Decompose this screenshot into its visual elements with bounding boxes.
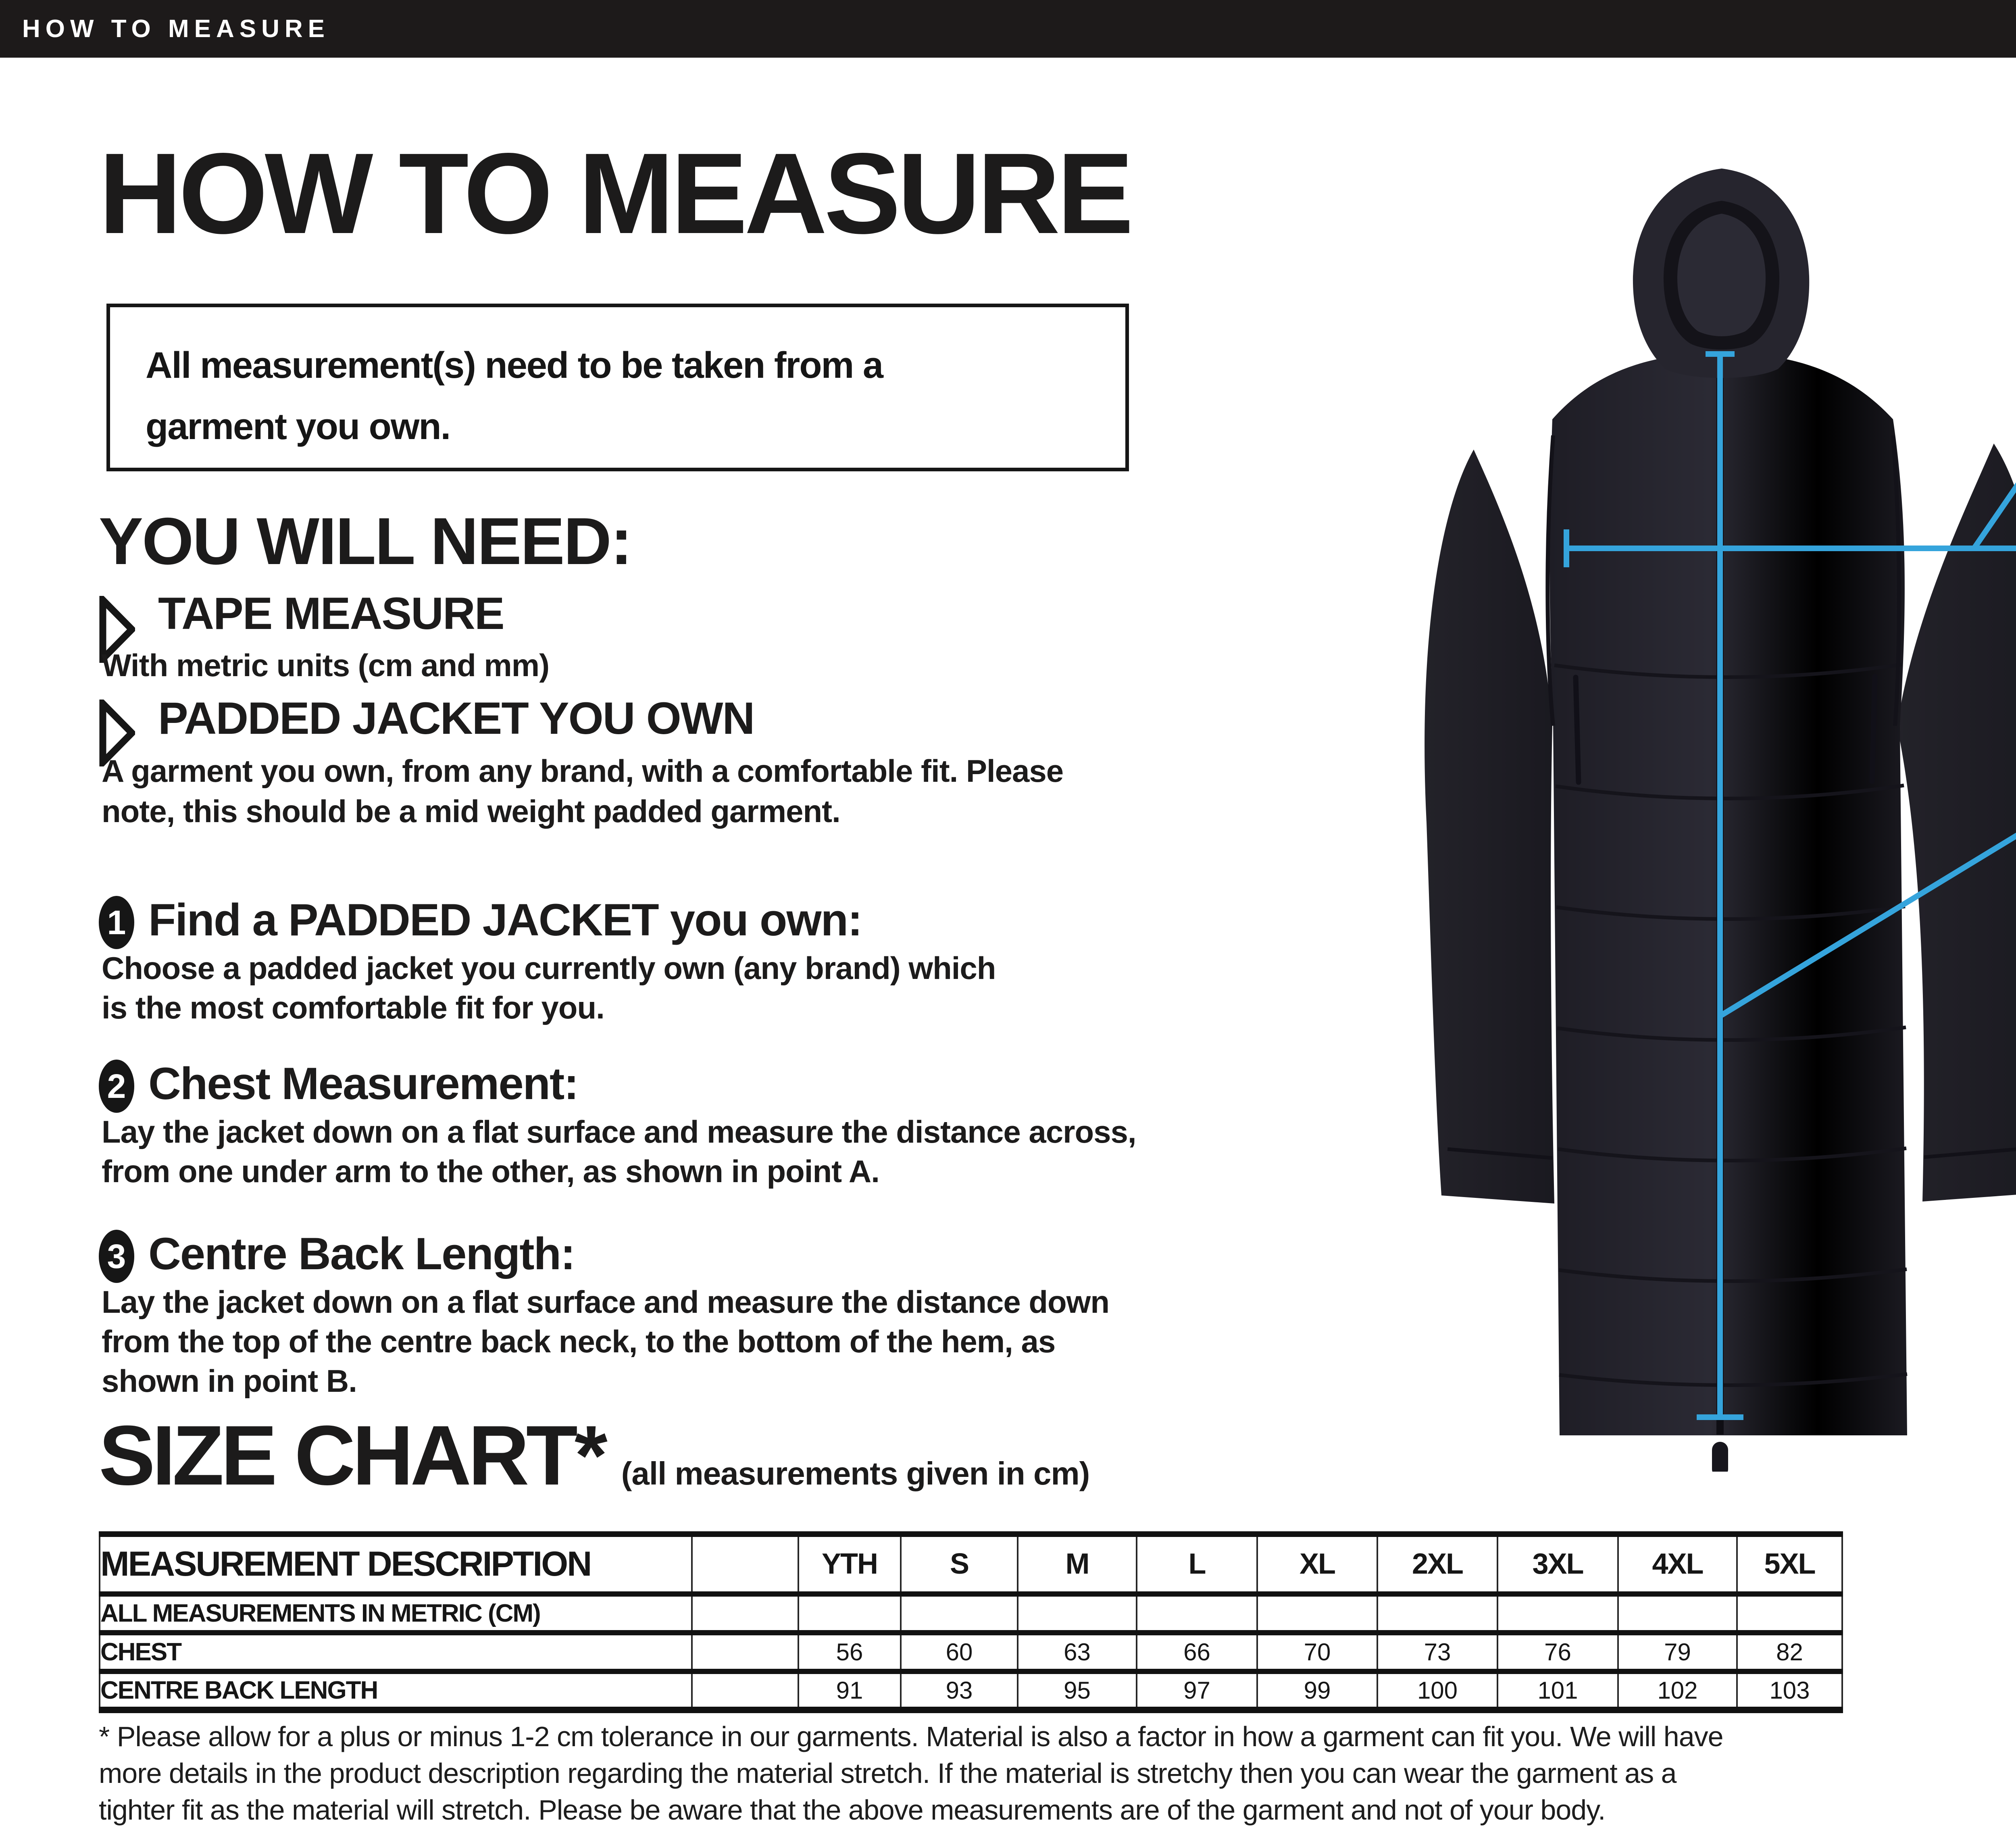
table-row: CENTRE BACK LENGTH 91 93 95 97 99 100 10… — [99, 1671, 1843, 1710]
column-header: 2XL — [1377, 1534, 1498, 1594]
column-header: MEASUREMENT DESCRIPTION — [99, 1534, 693, 1594]
cell: 63 — [1017, 1633, 1137, 1671]
step-3-title: Centre Back Length: — [148, 1229, 575, 1279]
cell: 95 — [1017, 1671, 1137, 1710]
column-header: YTH — [798, 1534, 902, 1594]
cell: 60 — [900, 1633, 1018, 1671]
cell: 56 — [798, 1633, 902, 1671]
cell: 91 — [798, 1671, 902, 1710]
cell — [1497, 1594, 1619, 1633]
cell: 79 — [1617, 1633, 1738, 1671]
row-label: CENTRE BACK LENGTH — [99, 1671, 693, 1710]
cell — [1017, 1594, 1137, 1633]
cell: 70 — [1256, 1633, 1378, 1671]
cell — [1617, 1594, 1738, 1633]
empty-cell — [691, 1671, 799, 1710]
cell — [1377, 1594, 1498, 1633]
step-number: 3 — [107, 1237, 126, 1275]
you-will-need-title: YOU WILL NEED: — [99, 504, 633, 578]
row-label: CHEST — [99, 1633, 693, 1671]
need-item-desc: With metric units (cm and mm) — [102, 648, 550, 683]
step-body-line: from one under arm to the other, as show… — [102, 1154, 880, 1189]
footnote-line: tighter fit as the material will stretch… — [99, 1794, 1606, 1826]
step-body-line: from the top of the centre back neck, to… — [102, 1324, 1056, 1359]
step-1-title: Find a PADDED JACKET you own: — [148, 895, 862, 945]
need-item-desc-line: A garment you own, from any brand, with … — [102, 753, 1064, 789]
jacket-diagram: A B — [1371, 153, 2016, 1477]
triangle-bullet-icon — [99, 700, 135, 766]
notice-box: All measurement(s) need to be taken from… — [106, 304, 1129, 471]
step-3-body: Lay the jacket down on a flat surface an… — [102, 1282, 1110, 1401]
empty-cell — [691, 1594, 799, 1633]
cell: 102 — [1617, 1671, 1738, 1710]
step-2-title: Chest Measurement: — [148, 1058, 579, 1109]
cell: 103 — [1736, 1671, 1843, 1710]
triangle-bullet-icon — [99, 596, 135, 663]
footnote: * Please allow for a plus or minus 1-2 c… — [99, 1718, 1937, 1828]
column-header — [691, 1534, 799, 1594]
cell: 93 — [900, 1671, 1018, 1710]
size-chart-subtitle: (all measurements given in cm) — [621, 1456, 1090, 1491]
step-body-line: Lay the jacket down on a flat surface an… — [102, 1284, 1110, 1320]
cell — [798, 1594, 902, 1633]
cell: 99 — [1256, 1671, 1378, 1710]
step-2-body: Lay the jacket down on a flat surface an… — [102, 1112, 1137, 1191]
table-row: ALL MEASUREMENTS IN METRIC (CM) — [99, 1594, 1843, 1633]
step-1-body: Choose a padded jacket you currently own… — [102, 948, 996, 1027]
leader-line-b — [1718, 833, 2016, 1018]
need-item-desc: A garment you own, from any brand, with … — [102, 751, 1064, 831]
column-header: XL — [1256, 1534, 1378, 1594]
step-body-line: shown in point B. — [102, 1363, 357, 1399]
row-label: ALL MEASUREMENTS IN METRIC (CM) — [99, 1594, 693, 1633]
step-body-line: Choose a padded jacket you currently own… — [102, 950, 996, 986]
cell: 101 — [1497, 1671, 1619, 1710]
notice-line: garment you own. — [146, 406, 451, 447]
table-row: CHEST 56 60 63 66 70 73 76 79 82 — [99, 1633, 1843, 1671]
jacket-hood — [1633, 169, 1810, 378]
cell — [1256, 1594, 1378, 1633]
column-header: 3XL — [1497, 1534, 1619, 1594]
need-item-desc-line: note, this should be a mid weight padded… — [102, 793, 841, 829]
cell — [1736, 1594, 1843, 1633]
measurement-annotations — [1564, 351, 2016, 1420]
step-1-badge: 1 — [99, 896, 134, 949]
size-chart-table: MEASUREMENT DESCRIPTION YTH S M L XL 2XL… — [99, 1531, 1843, 1713]
cell — [900, 1594, 1018, 1633]
need-item-label: TAPE MEASURE — [158, 588, 505, 639]
step-number: 2 — [107, 1067, 126, 1105]
cell: 82 — [1736, 1633, 1843, 1671]
cell: 66 — [1136, 1633, 1258, 1671]
column-header: L — [1136, 1534, 1258, 1594]
cell: 100 — [1377, 1671, 1498, 1710]
column-header: 4XL — [1617, 1534, 1738, 1594]
column-header: 5XL — [1736, 1534, 1843, 1594]
column-header: M — [1017, 1534, 1137, 1594]
table-header-row: MEASUREMENT DESCRIPTION YTH S M L XL 2XL… — [99, 1534, 1843, 1594]
size-chart-heading: SIZE CHART* (all measurements given in c… — [99, 1408, 1090, 1503]
top-bar-title: HOW TO MEASURE — [22, 15, 330, 43]
step-2-badge: 2 — [99, 1060, 134, 1113]
cell: 76 — [1497, 1633, 1619, 1671]
size-chart-title: SIZE CHART* — [99, 1408, 608, 1503]
column-header: S — [900, 1534, 1018, 1594]
top-bar: HOW TO MEASURE § SURRIDGE — [0, 0, 2016, 58]
jacket-body — [1545, 352, 1908, 1477]
step-body-line: Lay the jacket down on a flat surface an… — [102, 1114, 1137, 1149]
step-3-badge: 3 — [99, 1230, 134, 1283]
footnote-line: more details in the product description … — [99, 1757, 1677, 1789]
cell: 97 — [1136, 1671, 1258, 1710]
empty-cell — [691, 1633, 799, 1671]
jacket-sleeves — [1425, 444, 2016, 1204]
cell: 73 — [1377, 1633, 1498, 1671]
footnote-line: * Please allow for a plus or minus 1-2 c… — [99, 1721, 1724, 1752]
zipper-pull — [1712, 1442, 1728, 1477]
cell — [1136, 1594, 1258, 1633]
step-body-line: is the most comfortable fit for you. — [102, 990, 605, 1025]
page-title: HOW TO MEASURE — [99, 129, 1134, 258]
leader-line-a — [1972, 482, 2016, 550]
need-item-label: PADDED JACKET YOU OWN — [158, 693, 755, 743]
step-number: 1 — [107, 903, 126, 941]
notice-line: All measurement(s) need to be taken from… — [146, 345, 883, 386]
